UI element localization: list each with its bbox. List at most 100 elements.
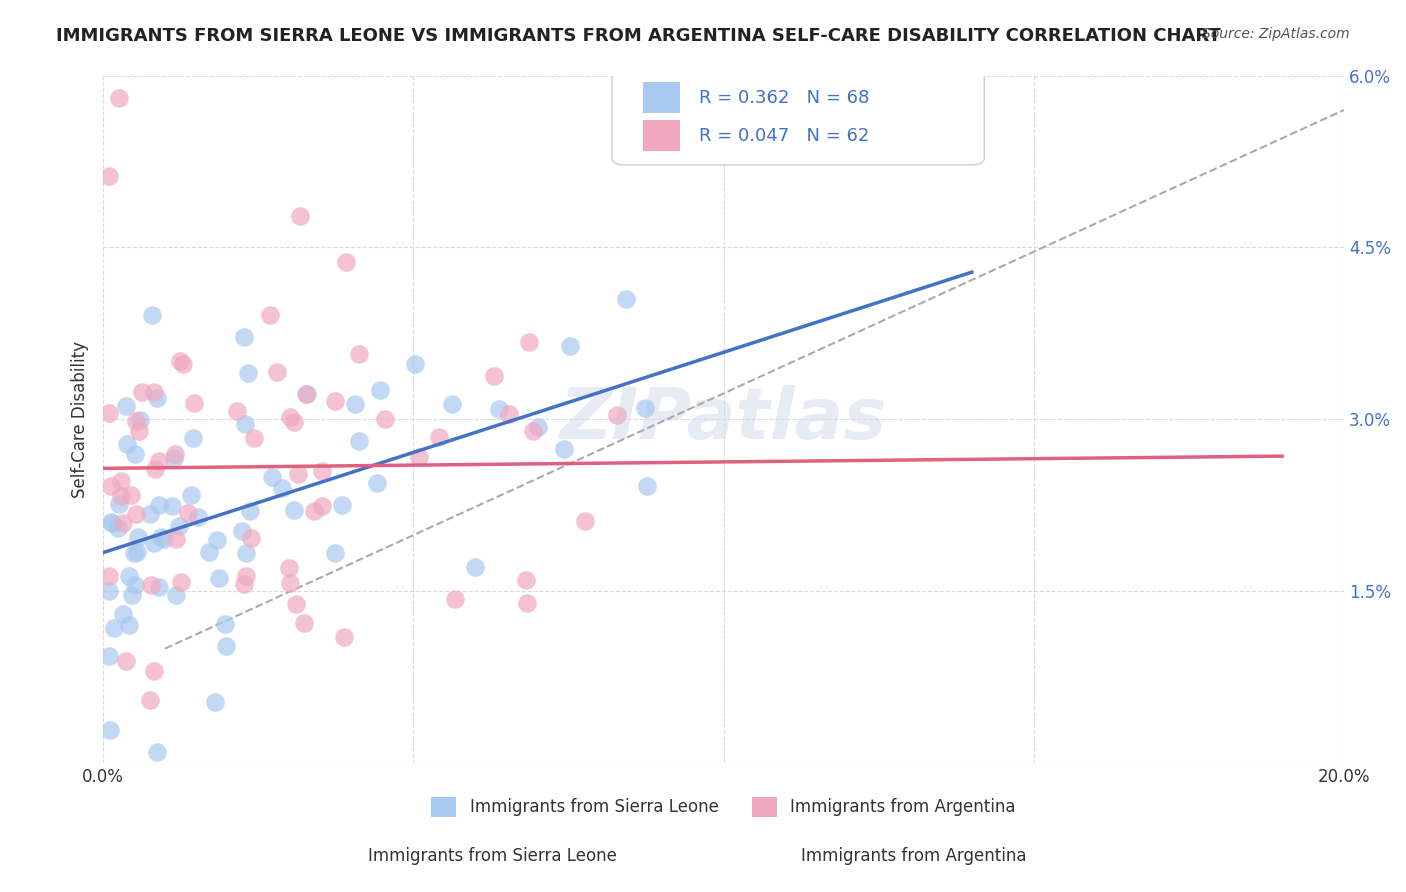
Point	[464, 560, 486, 574]
Point	[115, 399, 138, 413]
Point	[160, 500, 183, 514]
Point	[527, 420, 550, 434]
Point	[169, 519, 191, 533]
Point	[271, 482, 294, 496]
Point	[153, 532, 176, 546]
Point	[187, 510, 209, 524]
FancyBboxPatch shape	[612, 62, 984, 165]
Point	[127, 530, 149, 544]
Point	[165, 588, 187, 602]
Point	[333, 630, 356, 644]
Point	[574, 515, 596, 529]
Point	[125, 545, 148, 559]
Point	[349, 434, 371, 449]
Point	[128, 425, 150, 439]
Point	[278, 409, 301, 424]
Point	[302, 503, 325, 517]
Point	[553, 442, 575, 457]
Point	[323, 393, 346, 408]
Point	[287, 467, 309, 481]
Bar	[643, 120, 681, 151]
Point	[614, 292, 637, 306]
Point	[98, 649, 121, 664]
Point	[120, 488, 142, 502]
Point	[427, 429, 450, 443]
Point	[225, 404, 247, 418]
Point	[232, 577, 254, 591]
Point	[347, 347, 370, 361]
Point	[100, 479, 122, 493]
Point	[180, 487, 202, 501]
Point	[121, 588, 143, 602]
Point	[143, 461, 166, 475]
Point	[98, 169, 121, 183]
Point	[100, 515, 122, 529]
Point	[323, 546, 346, 560]
Point	[138, 508, 160, 522]
Text: ZIPatlas: ZIPatlas	[560, 384, 887, 454]
Point	[198, 544, 221, 558]
Point	[101, 516, 124, 531]
Point	[112, 516, 135, 531]
Point	[148, 454, 170, 468]
Point	[488, 402, 510, 417]
Point	[330, 498, 353, 512]
Point	[124, 578, 146, 592]
Point	[214, 616, 236, 631]
Point	[283, 415, 305, 429]
Text: R = 0.362   N = 68: R = 0.362 N = 68	[699, 89, 869, 107]
Point	[129, 413, 152, 427]
Point	[444, 591, 467, 606]
Point	[142, 664, 165, 678]
Point	[235, 546, 257, 560]
Point	[145, 391, 167, 405]
Point	[150, 530, 173, 544]
Point	[177, 506, 200, 520]
Point	[204, 695, 226, 709]
Point	[522, 424, 544, 438]
Point	[103, 620, 125, 634]
Point	[143, 536, 166, 550]
Legend: Immigrants from Sierra Leone, Immigrants from Argentina: Immigrants from Sierra Leone, Immigrants…	[425, 790, 1022, 823]
Point	[139, 693, 162, 707]
Point	[131, 384, 153, 399]
Point	[636, 479, 658, 493]
Point	[285, 597, 308, 611]
Point	[124, 447, 146, 461]
Point	[125, 507, 148, 521]
Text: IMMIGRANTS FROM SIERRA LEONE VS IMMIGRANTS FROM ARGENTINA SELF-CARE DISABILITY C: IMMIGRANTS FROM SIERRA LEONE VS IMMIGRAN…	[56, 27, 1220, 45]
Point	[239, 504, 262, 518]
Point	[498, 407, 520, 421]
Point	[235, 569, 257, 583]
Point	[114, 654, 136, 668]
Point	[297, 387, 319, 401]
Point	[145, 745, 167, 759]
Point	[441, 397, 464, 411]
Point	[482, 368, 505, 383]
Point	[110, 474, 132, 488]
Point	[183, 396, 205, 410]
Point	[606, 408, 628, 422]
Point	[98, 723, 121, 738]
Point	[517, 335, 540, 350]
Point	[141, 308, 163, 322]
Point	[98, 406, 121, 420]
Point	[172, 357, 194, 371]
Point	[238, 366, 260, 380]
Point	[283, 503, 305, 517]
Point	[233, 330, 256, 344]
Point	[98, 583, 121, 598]
Point	[118, 569, 141, 583]
Point	[288, 209, 311, 223]
Text: R = 0.047   N = 62: R = 0.047 N = 62	[699, 127, 869, 145]
Point	[165, 533, 187, 547]
Point	[115, 437, 138, 451]
Point	[374, 412, 396, 426]
Text: Immigrants from Argentina: Immigrants from Argentina	[801, 847, 1026, 865]
Point	[278, 560, 301, 574]
Point	[311, 464, 333, 478]
Point	[107, 521, 129, 535]
Point	[139, 577, 162, 591]
Point	[205, 533, 228, 548]
Point	[163, 450, 186, 465]
